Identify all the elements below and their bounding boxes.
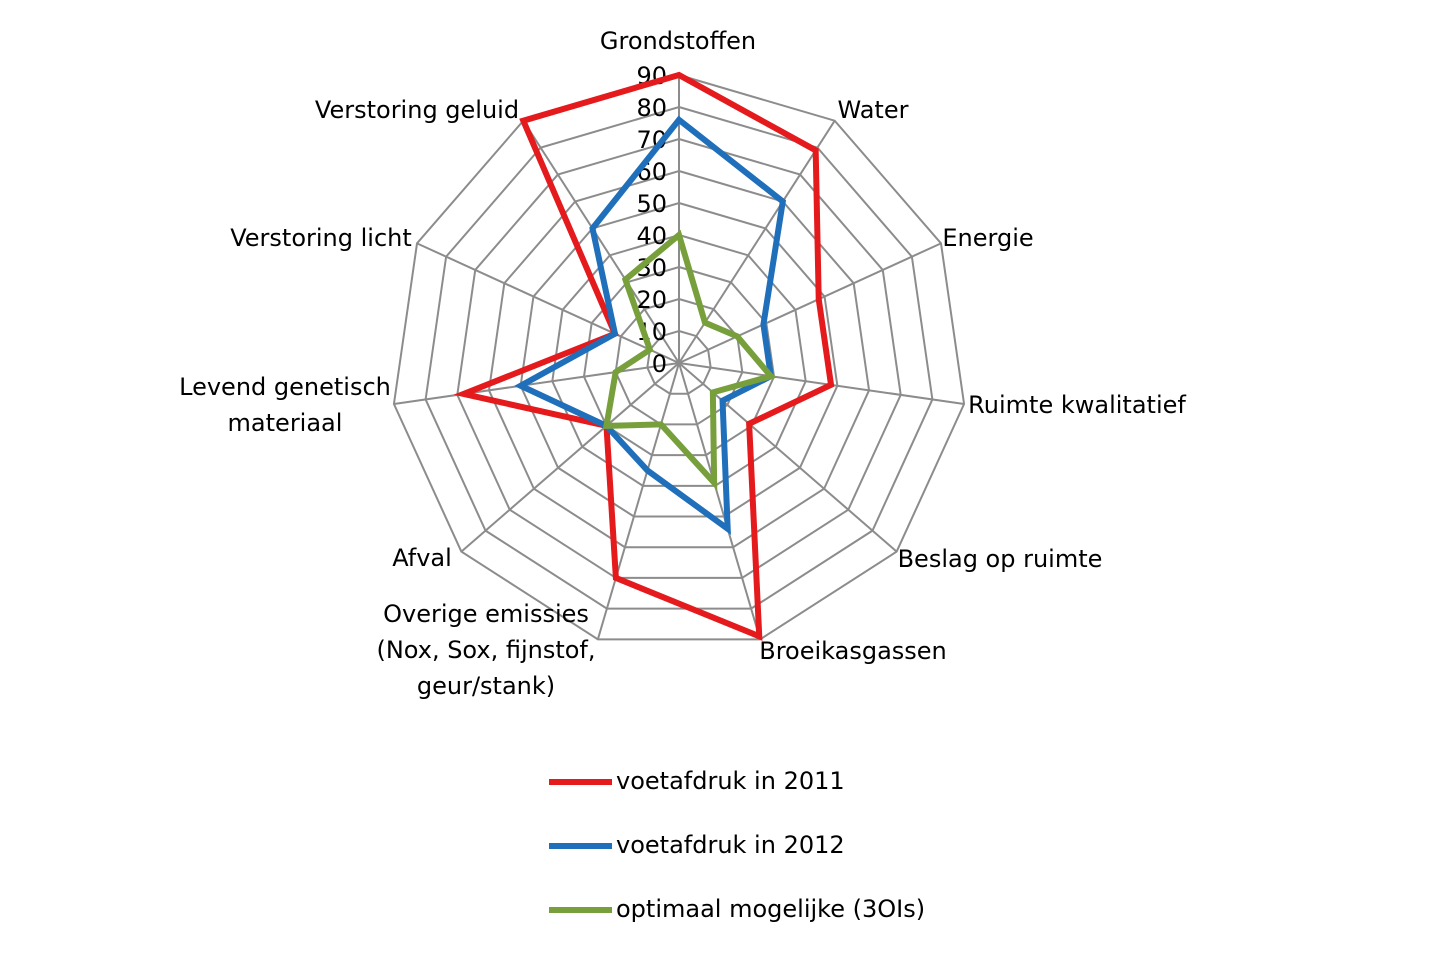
grid-ring (582, 265, 776, 457)
axis-spoke (596, 362, 680, 640)
axis-label: Energie (942, 224, 1034, 252)
axis-label: Levend genetisch materiaal (179, 373, 391, 437)
axis-label: Broeikasgassen (759, 637, 947, 665)
grid-ring (551, 233, 807, 487)
axis-spoke (678, 242, 942, 364)
axis-spoke (678, 362, 762, 640)
axis-spoke (460, 362, 680, 553)
axis-label: Grondstoffen (599, 27, 757, 55)
axis-label: Beslag op ruimte (897, 545, 1103, 573)
axis-label: Verstoring licht (230, 224, 412, 252)
axis-spoke (393, 362, 680, 405)
axis-label: Overige emissies (Nox, Sox, fijnstof, ge… (376, 600, 596, 700)
r-tick-label: 20 (636, 286, 667, 314)
axis-label: Verstoring geluid (314, 96, 520, 124)
r-tick-label: 50 (636, 190, 667, 218)
grid-ring (519, 201, 839, 518)
r-tick-label: 80 (636, 94, 667, 122)
grid-ring (487, 169, 871, 549)
axis-label: Afval (392, 544, 452, 572)
axis-spoke (678, 362, 965, 405)
legend-label: voetafdruk in 2011 (616, 767, 845, 795)
series-line (602, 229, 777, 491)
legend-label: voetafdruk in 2012 (616, 831, 845, 859)
axis-label: Water (837, 96, 909, 124)
axis-spoke (416, 242, 680, 364)
grid-ring (424, 105, 934, 610)
r-tick-label: 0 (652, 350, 667, 378)
legend-label: optimaal mogelijke (3OIs) (616, 895, 925, 923)
series-line (514, 115, 787, 535)
axis-label: Ruimte kwalitatief (968, 391, 1186, 419)
grid-ring (456, 137, 902, 579)
axis-spoke (522, 120, 680, 364)
grid-ring (392, 73, 966, 641)
series-line (453, 71, 835, 641)
